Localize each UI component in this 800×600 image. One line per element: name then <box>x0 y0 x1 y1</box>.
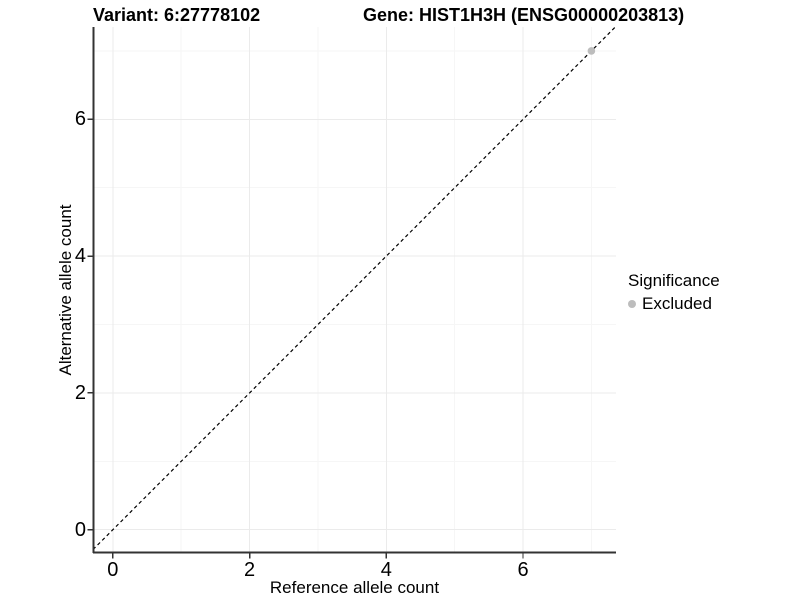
legend-item-excluded: Excluded <box>628 294 720 314</box>
excluded-point-icon <box>628 300 636 308</box>
plot-canvas <box>87 26 616 559</box>
plot-title-variant: Variant: 6:27778102 <box>93 5 261 25</box>
y-tick-label: 2 <box>74 381 86 404</box>
x-axis-title: Reference allele count <box>269 578 440 597</box>
y-axis-title: Alternative allele count <box>56 204 75 376</box>
identity-line <box>92 26 616 551</box>
y-tick-label: 4 <box>74 245 86 268</box>
x-tick-label: 2 <box>243 559 256 581</box>
y-tick-label: 0 <box>74 518 86 541</box>
plot-panel <box>87 26 616 559</box>
x-tick-label: 4 <box>380 559 392 581</box>
x-tick-label: 0 <box>107 559 119 581</box>
legend-title: Significance <box>628 271 720 290</box>
legend-item-label: Excluded <box>642 294 712 313</box>
legend: Significance Excluded <box>628 270 720 314</box>
y-tick-label: 6 <box>74 108 86 131</box>
x-tick-label: 6 <box>517 559 529 581</box>
plot-title-gene: Gene: HIST1H3H (ENSG00000203813) <box>363 5 685 25</box>
data-point <box>587 47 596 55</box>
